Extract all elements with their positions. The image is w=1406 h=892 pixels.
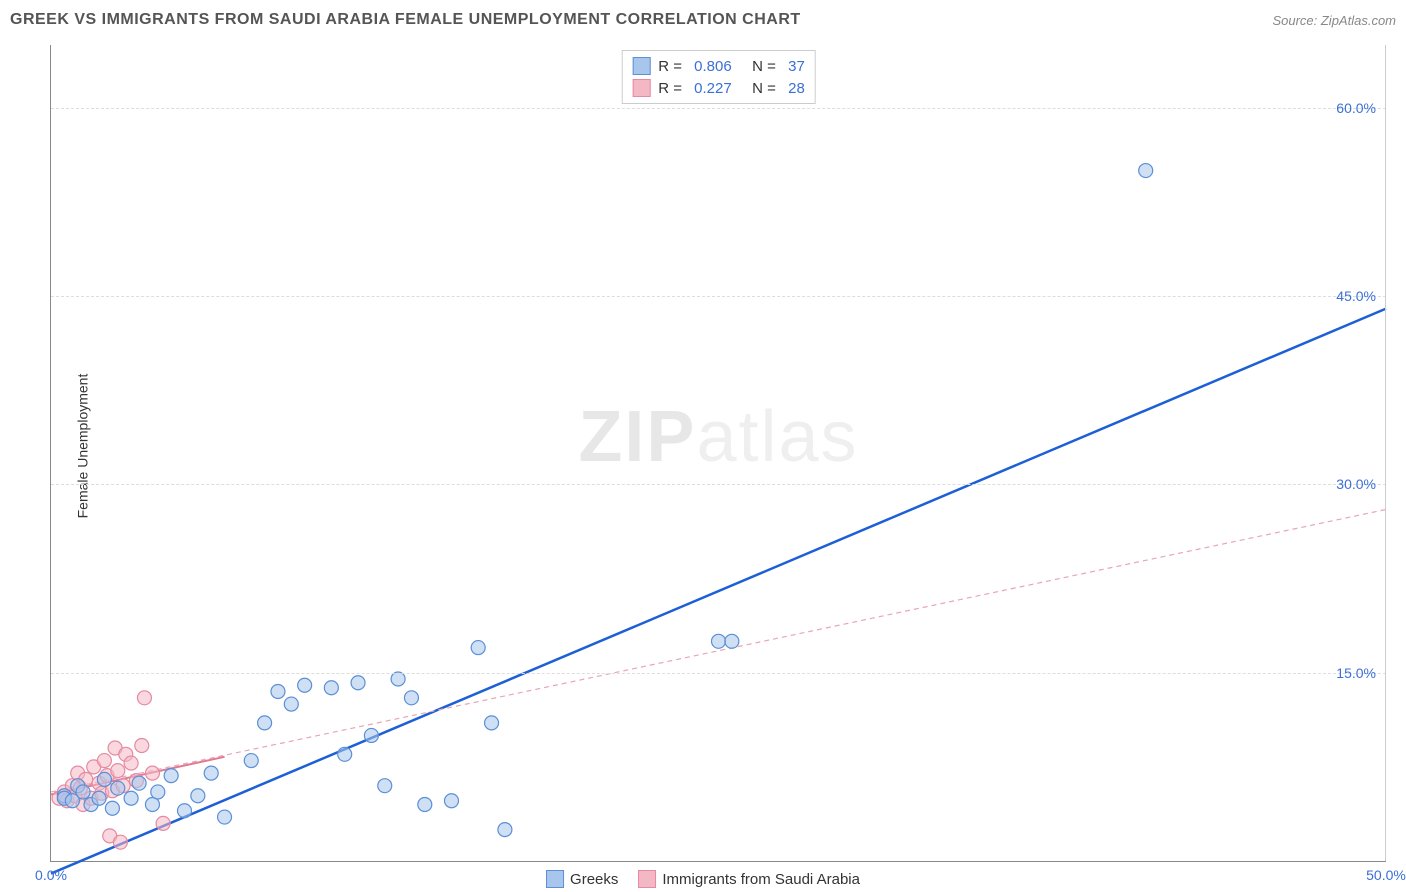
stat-r-value: 0.806	[694, 58, 732, 75]
gridline-horizontal	[51, 108, 1386, 109]
data-point	[258, 716, 272, 730]
gridline-horizontal	[51, 673, 1386, 674]
data-point	[111, 781, 125, 795]
data-point	[97, 772, 111, 786]
data-point	[145, 798, 159, 812]
legend-swatch	[632, 79, 650, 97]
data-point	[178, 804, 192, 818]
stat-n-value: 28	[788, 80, 805, 97]
data-point	[391, 672, 405, 686]
data-point	[113, 835, 127, 849]
data-point	[111, 764, 125, 778]
stat-r-label: R =	[658, 58, 686, 75]
stat-n-label: N =	[740, 80, 780, 97]
y-tick-label: 15.0%	[1336, 665, 1376, 681]
legend-stats-row: R = 0.227 N = 28	[632, 77, 805, 99]
data-point	[124, 791, 138, 805]
data-point	[218, 810, 232, 824]
data-point	[156, 816, 170, 830]
data-point	[271, 685, 285, 699]
stat-r-value: 0.227	[694, 80, 732, 97]
data-point	[1139, 164, 1153, 178]
data-point	[364, 728, 378, 742]
data-point	[284, 697, 298, 711]
data-point	[92, 791, 106, 805]
chart-plot-area: ZIPatlas R = 0.806 N = 37R = 0.227 N = 2…	[50, 45, 1386, 862]
trend-line	[51, 509, 1386, 791]
legend-swatch	[546, 870, 564, 888]
trend-line	[51, 309, 1386, 874]
legend-item: Greeks	[546, 870, 618, 888]
data-point	[124, 756, 138, 770]
legend-item: Immigrants from Saudi Arabia	[638, 870, 860, 888]
stat-r-label: R =	[658, 80, 686, 97]
gridline-horizontal	[51, 484, 1386, 485]
scatter-svg	[51, 45, 1386, 861]
data-point	[105, 801, 119, 815]
legend-stats-row: R = 0.806 N = 37	[632, 55, 805, 77]
data-point	[418, 798, 432, 812]
data-point	[145, 766, 159, 780]
y-tick-label: 60.0%	[1336, 100, 1376, 116]
data-point	[445, 794, 459, 808]
data-point	[151, 785, 165, 799]
data-point	[164, 769, 178, 783]
legend-stats: R = 0.806 N = 37R = 0.227 N = 28	[621, 50, 816, 104]
data-point	[351, 676, 365, 690]
legend-swatch	[632, 57, 650, 75]
data-point	[324, 681, 338, 695]
data-point	[76, 785, 90, 799]
data-point	[712, 634, 726, 648]
gridline-horizontal	[51, 296, 1386, 297]
data-point	[97, 754, 111, 768]
data-point	[725, 634, 739, 648]
data-point	[498, 823, 512, 837]
data-point	[338, 747, 352, 761]
page-title: GREEK VS IMMIGRANTS FROM SAUDI ARABIA FE…	[10, 11, 801, 29]
stat-n-label: N =	[740, 58, 780, 75]
data-point	[298, 678, 312, 692]
data-point	[485, 716, 499, 730]
y-tick-label: 45.0%	[1336, 288, 1376, 304]
data-point	[471, 641, 485, 655]
data-point	[135, 739, 149, 753]
stat-n-value: 37	[788, 58, 805, 75]
legend-label: Greeks	[570, 871, 618, 888]
data-point	[404, 691, 418, 705]
x-tick-label: 0.0%	[35, 867, 67, 883]
legend-series: Greeks Immigrants from Saudi Arabia	[546, 870, 860, 888]
data-point	[378, 779, 392, 793]
data-point	[244, 754, 258, 768]
header: GREEK VS IMMIGRANTS FROM SAUDI ARABIA FE…	[0, 0, 1406, 40]
data-point	[191, 789, 205, 803]
source-attribution: Source: ZipAtlas.com	[1272, 13, 1396, 28]
data-point	[132, 776, 146, 790]
legend-label: Immigrants from Saudi Arabia	[662, 871, 860, 888]
gridline-vertical	[1385, 45, 1386, 861]
data-point	[204, 766, 218, 780]
x-tick-label: 50.0%	[1366, 867, 1406, 883]
y-tick-label: 30.0%	[1336, 476, 1376, 492]
legend-swatch	[638, 870, 656, 888]
data-point	[137, 691, 151, 705]
